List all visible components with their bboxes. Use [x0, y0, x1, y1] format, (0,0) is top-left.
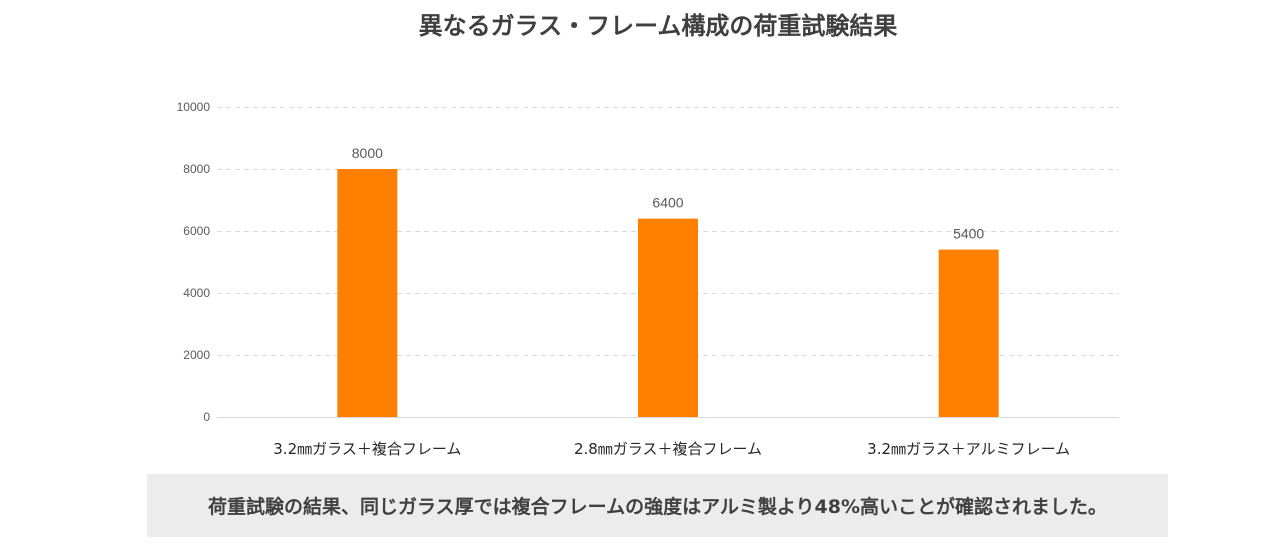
y-tick-label: 2000 [183, 348, 210, 362]
category-label: 3.2㎜ガラス＋アルミフレーム [867, 440, 1070, 458]
data-label: 8000 [352, 145, 383, 161]
y-tick-label: 6000 [183, 224, 210, 238]
data-label: 5400 [953, 226, 984, 242]
summary-note-text: 荷重試験の結果、同じガラス厚では複合フレームの強度はアルミ製より48%高いことが… [208, 496, 1107, 518]
bar [337, 169, 398, 417]
bar-chart: 0 2000 4000 6000 8000 10000 8000 6400 5400 3.2㎜… [177, 100, 1119, 458]
y-tick-label: 0 [203, 410, 210, 424]
data-label: 6400 [652, 195, 683, 211]
category-label: 3.2㎜ガラス＋複合フレーム [273, 440, 461, 458]
y-tick-label: 8000 [183, 162, 210, 176]
y-tick-label: 10000 [177, 100, 211, 114]
chart-title: 異なるガラス・フレーム構成の荷重試験結果 [418, 12, 898, 40]
bar [938, 249, 999, 417]
y-axis: 0 2000 4000 6000 8000 10000 [177, 100, 211, 424]
data-labels: 8000 6400 5400 [352, 145, 985, 242]
summary-note-box: 荷重試験の結果、同じガラス厚では複合フレームの強度はアルミ製より48%高いことが… [147, 474, 1168, 537]
category-label: 2.8㎜ガラス＋複合フレーム [574, 440, 762, 458]
bars [337, 169, 999, 417]
x-axis: 3.2㎜ガラス＋複合フレーム 2.8㎜ガラス＋複合フレーム 3.2㎜ガラス＋アルミフ… [273, 440, 1070, 458]
y-tick-label: 4000 [183, 286, 210, 300]
bar [638, 218, 698, 417]
